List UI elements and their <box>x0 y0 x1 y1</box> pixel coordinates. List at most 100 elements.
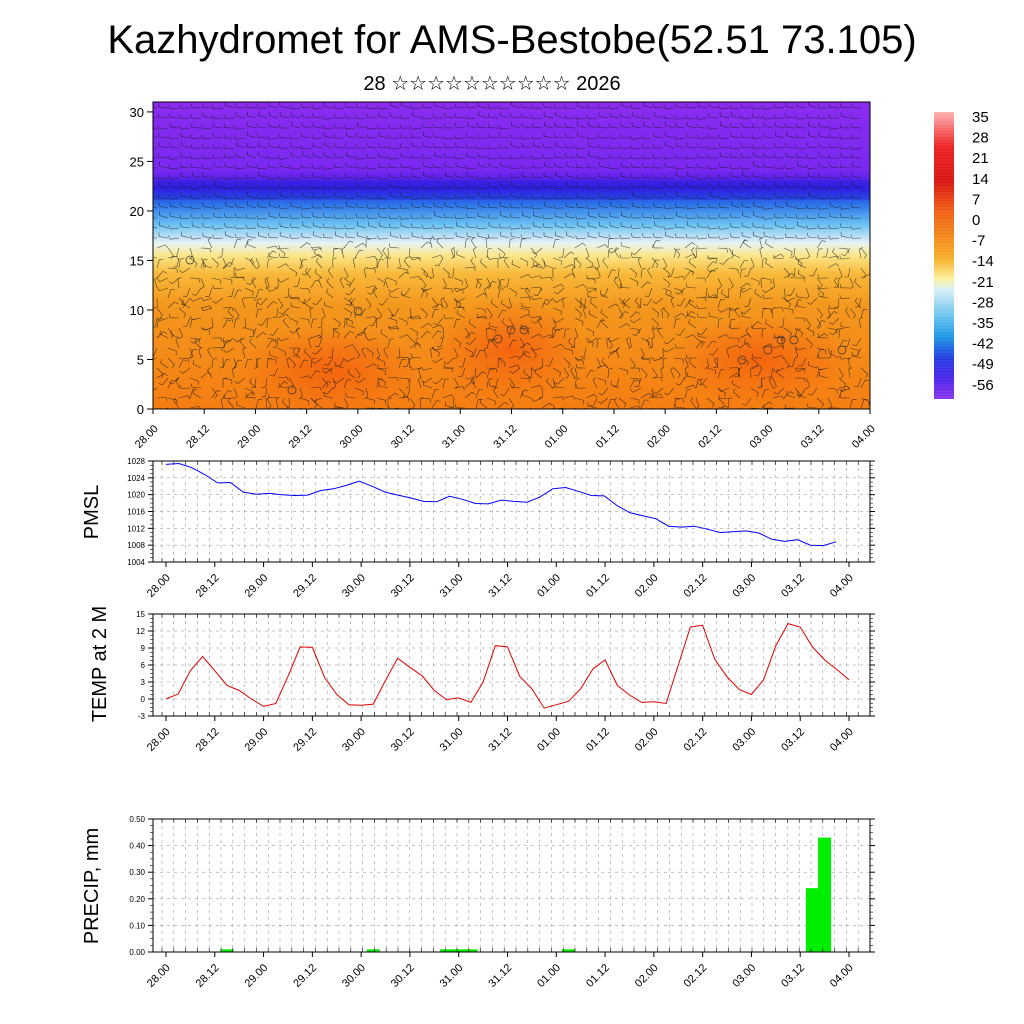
wind-barb-feather <box>707 214 710 219</box>
wind-barb <box>336 377 345 384</box>
wind-barb-feather <box>631 252 636 255</box>
wind-barb <box>269 157 279 160</box>
wind-barb <box>811 387 818 396</box>
wind-barb-feather <box>713 261 717 264</box>
wind-barb <box>568 341 576 349</box>
wind-barb-feather <box>682 276 685 281</box>
wind-barb-feather <box>311 361 316 364</box>
wind-barb-feather <box>444 143 446 148</box>
wind-barb-feather <box>201 143 204 148</box>
wind-barb-feather <box>740 114 743 119</box>
wind-barb <box>665 196 675 199</box>
x-tick-label: 31.00 <box>438 572 466 600</box>
wind-barb-feather <box>396 377 399 382</box>
wind-barb-feather <box>301 273 306 276</box>
wind-barb <box>614 250 620 259</box>
wind-barb <box>783 287 786 297</box>
wind-barb <box>731 205 741 209</box>
wind-barb-feather <box>363 267 368 270</box>
wind-barb <box>629 327 639 330</box>
wind-barb-feather <box>641 114 644 119</box>
wind-barb <box>662 257 668 267</box>
wind-barb-feather <box>455 123 457 128</box>
wind-barb <box>182 367 191 374</box>
wind-barb-feather <box>832 248 835 253</box>
wind-barb-feather <box>509 225 512 230</box>
wind-barb-feather <box>190 123 193 128</box>
wind-barb-feather <box>296 321 298 326</box>
wind-barb-feather <box>829 332 834 336</box>
wind-barb <box>280 217 290 219</box>
wind-barb-feather <box>443 195 446 200</box>
wind-barb-feather <box>487 248 492 250</box>
wind-barb <box>236 106 246 109</box>
wind-barb-feather <box>663 215 666 220</box>
wind-barb <box>357 157 367 160</box>
wind-barb-feather <box>201 155 204 160</box>
wind-barb <box>398 334 408 339</box>
wind-barb <box>637 259 642 269</box>
wind-barb-feather <box>440 254 443 259</box>
wind-barb <box>530 367 532 378</box>
wind-barb <box>368 177 378 179</box>
y-tick-label: 0 <box>141 695 146 704</box>
wind-barb <box>211 390 218 399</box>
wind-barb-feather <box>730 255 734 259</box>
wind-barb-feather <box>630 104 633 109</box>
wind-barb-feather <box>333 225 336 230</box>
wind-barb <box>511 185 521 189</box>
wind-barb <box>192 363 202 369</box>
wind-barb-feather <box>718 225 721 230</box>
x-tick-label: 31.00 <box>438 726 466 754</box>
wind-barb-feather <box>466 342 471 345</box>
wind-barb-feather <box>723 392 726 397</box>
colorbar-label: -35 <box>972 315 994 332</box>
wind-barb-feather <box>797 269 800 274</box>
wind-barb-feather <box>268 358 273 360</box>
wind-barb-feather <box>190 340 195 344</box>
wind-barb <box>349 297 356 306</box>
wind-barb-feather <box>190 185 193 190</box>
wind-barb <box>489 257 499 260</box>
wind-barb <box>563 273 572 279</box>
wind-barb-feather <box>850 225 853 230</box>
wind-barb <box>167 397 177 401</box>
wind-barb-feather <box>741 153 743 158</box>
wind-barb <box>801 357 807 367</box>
wind-barb-feather <box>252 391 254 396</box>
wind-barb-feather <box>696 235 699 240</box>
wind-barb-feather <box>630 174 633 179</box>
wind-barb-feather <box>322 233 325 238</box>
wind-barb-feather <box>641 203 644 208</box>
wind-barb-feather <box>553 326 556 331</box>
wind-barb-feather <box>267 405 272 409</box>
wind-barb <box>588 406 598 409</box>
wind-barb <box>346 324 356 329</box>
wind-barb <box>588 225 598 229</box>
wind-barb-feather <box>839 205 842 210</box>
wind-barb <box>485 329 488 339</box>
wind-barb <box>745 397 752 406</box>
wind-barb <box>555 187 565 190</box>
wind-barb <box>277 247 286 254</box>
wind-barb-feather <box>598 192 600 197</box>
wind-barb-feather <box>713 366 718 368</box>
wind-barb-feather <box>493 387 497 391</box>
wind-barb <box>530 275 540 279</box>
wind-barb <box>258 115 268 119</box>
wind-barb <box>599 116 609 119</box>
wind-barb <box>442 297 448 306</box>
wind-barb <box>489 165 499 169</box>
wind-barb <box>189 319 193 329</box>
wind-barb <box>848 267 851 277</box>
wind-barb <box>431 303 441 309</box>
wind-barb <box>346 227 356 230</box>
wind-barb-feather <box>589 298 593 303</box>
wind-barb <box>720 125 730 129</box>
wind-barb-feather <box>532 123 534 128</box>
wind-barb <box>819 187 829 190</box>
wind-barb-feather <box>691 247 695 251</box>
wind-barb-feather <box>718 309 722 313</box>
wind-barb-feather <box>322 370 326 374</box>
wind-barb <box>832 251 840 259</box>
